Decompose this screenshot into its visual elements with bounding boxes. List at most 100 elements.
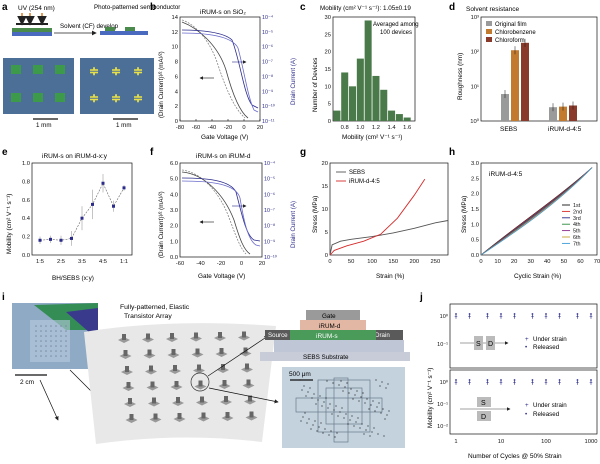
- chart-j-xtick-2: 100: [541, 439, 551, 445]
- chart-d-title: Solvent resistance: [466, 6, 519, 13]
- chart-h-ytick-2: 1.0: [471, 222, 479, 228]
- chart-j-top-point-9: +: [589, 314, 592, 320]
- stack-gate: Gate: [322, 313, 336, 320]
- chart-c-bar-9: [403, 117, 411, 121]
- panel-letter-e: e: [2, 147, 8, 158]
- chart-j-ytick-top-0: 10⁰: [440, 313, 449, 320]
- svg-text:≑: ≑: [111, 64, 121, 78]
- chart-d-bars: [501, 38, 577, 122]
- chart-f-sqrt-reverse: [181, 171, 251, 255]
- chart-b-rytick-0: 10⁻¹¹: [262, 119, 275, 125]
- chart-b-rytick-7: 10⁻⁴: [262, 15, 274, 21]
- chart-j-top-frame: [449, 303, 598, 369]
- chart-b-ytick-0: 0: [175, 119, 178, 125]
- chart-j-top-point-1: +: [468, 314, 471, 320]
- chart-e-point-1: [49, 237, 52, 241]
- chart-c-bar-8: [395, 114, 403, 121]
- chart-j-top-released-9: [590, 313, 592, 315]
- chart-j-inset-s: S: [476, 341, 481, 348]
- chart-c-ytick-5: 25: [325, 32, 331, 38]
- chart-c-bar-3: [356, 58, 364, 121]
- chart-g-xtick-4: 200: [409, 259, 419, 265]
- chart-e-point-8: [122, 186, 126, 190]
- chart-h-frame: [480, 162, 598, 256]
- zoom-circle: [190, 372, 210, 392]
- chart-j-bottom-point-8: +: [576, 380, 579, 386]
- chart-f-rytick-5: 10⁻⁵: [264, 177, 275, 183]
- chart-c-bar-5: [372, 75, 380, 121]
- chart-c-bars: [333, 20, 411, 121]
- chart-b-ytick-2: 4: [175, 89, 179, 95]
- chart-f-sqrt-forward: [181, 169, 247, 255]
- chart-d-ytick-1: 10¹: [471, 84, 479, 90]
- chart-d-ytick-2: 10²: [471, 50, 479, 56]
- chart-b-rytick-3: 10⁻⁸: [262, 74, 273, 80]
- chart-j-top-point-7: +: [558, 314, 561, 320]
- panel-a: a UV (254 nm) Solvent (CF) develop Photo…: [2, 2, 180, 129]
- chart-f-current-forward: [181, 177, 261, 242]
- chart-b-ytick-6: 12: [172, 30, 178, 36]
- panel-letter-c: c: [300, 2, 306, 13]
- chart-g-xtick-1: 50: [348, 259, 354, 265]
- chart-e-ytick-2: 0.4: [22, 216, 31, 222]
- chart-b-ytick-3: 6: [175, 74, 178, 80]
- chart-e-xtick-2: 3:5: [78, 259, 86, 265]
- chart-f-xtick-0: -60: [176, 261, 184, 267]
- chart-e-point-2: [59, 238, 63, 242]
- chart-b-xlabel: Gate Voltage (V): [201, 134, 248, 141]
- chart-g-ytick-4: 20: [322, 161, 328, 167]
- chart-h-legend-3: 4th: [573, 222, 581, 228]
- chart-f-ytick-0: 0.0: [170, 255, 178, 261]
- chart-f-yticks: 0.0 1.0 2.0 3.0 4.0 5.0 6.0: [170, 161, 178, 261]
- chart-f-rytick-6: 10⁻⁴: [264, 161, 276, 167]
- chart-j-bottom-point-0: +: [454, 380, 457, 386]
- chart-j-bottom-point-3: +: [499, 380, 502, 386]
- chart-h-xticks: 0 10 20 30 40 50 60 70: [479, 259, 600, 265]
- chart-j-top-point-3: +: [499, 314, 502, 320]
- transistor-array: [118, 331, 258, 423]
- chart-j-bottom-released-0: [455, 379, 457, 381]
- chart-j-bottom-released-7: [558, 379, 561, 381]
- chart-e-xtick-3: 4:5: [99, 259, 107, 265]
- svg-text:+: +: [525, 336, 529, 343]
- chart-j-legend: + Under strain • Released + Under strain…: [525, 336, 567, 418]
- chart-d-bar-1-1: [559, 106, 567, 121]
- chart-j-top-released-4: [513, 313, 516, 315]
- chart-g-ytick-0: 0: [325, 253, 328, 259]
- chart-e-point-5: [91, 202, 94, 206]
- chart-f-title: iRUM-s on iRUM-d: [196, 153, 251, 160]
- chart-h-legend-0: 1st: [573, 203, 581, 209]
- chart-f-rytick-4: 10⁻⁶: [264, 192, 275, 198]
- panel-letter-b: b: [150, 2, 156, 13]
- panel-i: i 2 cm Fully-patterned, Elastic Transist…: [2, 292, 410, 448]
- chart-b-ylabel-left: (Drain Current)¹⁄² (mA¹⁄²): [158, 51, 165, 118]
- chart-c-yticks: 0 5 10 15 20 25 30: [325, 15, 331, 125]
- chart-f-ylabel-left: (Drain Current)¹⁄² (mA¹⁄²): [158, 191, 165, 258]
- chart-h-xtick-6: 60: [577, 259, 583, 265]
- chart-e-ytick-4: 0.8: [22, 179, 30, 185]
- chart-h-xtick-4: 40: [544, 259, 550, 265]
- chart-b-xtick-0: -80: [176, 125, 184, 131]
- chart-e-ylabel: Mobility (cm² V⁻¹ s⁻¹): [6, 194, 13, 254]
- chart-j-points: + + + + + + + + + + + + + + + + + + + +: [454, 313, 593, 386]
- scale-bar-micro: 500 μm: [289, 371, 311, 378]
- chart-h-xlabel: Cyclic Strain (%): [514, 273, 561, 280]
- chart-c-bar-1: [341, 72, 349, 121]
- chart-b-frame: [179, 16, 261, 122]
- panel-e: e iRUM-s on iRUM-d-x:y 0.0 0.2 0.4 0.6 0.8 1.…: [2, 147, 133, 282]
- chart-b-xticks: -80 -60 -40 -20 0 20: [176, 119, 263, 131]
- chart-j-bottom-point-1: +: [468, 380, 471, 386]
- chart-d-legend-2: Chloroform: [495, 38, 525, 44]
- chart-b-ytick-5: 10: [172, 45, 178, 51]
- chart-j-legend-1: Released: [533, 344, 560, 351]
- chart-g-ylabel: Stress (MPa): [312, 196, 319, 233]
- chart-j-top-released-8: [576, 313, 579, 315]
- micrograph-after: [80, 58, 154, 114]
- chart-h-ytick-6: 3.0: [471, 161, 479, 167]
- chart-j-top-released-2: [486, 313, 489, 315]
- chart-b-title: iRUM-s on SiO₂: [200, 9, 246, 16]
- chart-d-frame: [480, 16, 598, 122]
- chart-j-legend-3: Released: [533, 411, 560, 418]
- chart-b-ytick-1: 2: [175, 104, 178, 110]
- chart-j-xtick-0: 1: [454, 439, 457, 445]
